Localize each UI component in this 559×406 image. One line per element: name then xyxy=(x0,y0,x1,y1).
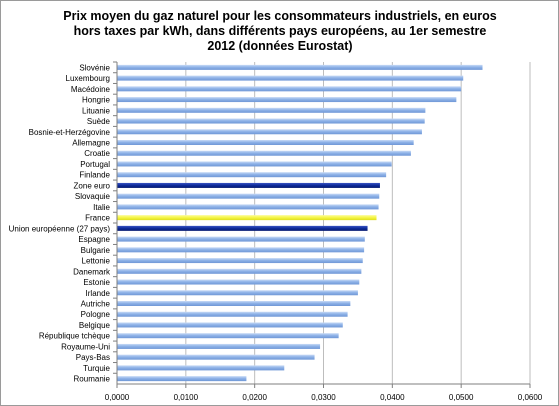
category-label: Bulgarie xyxy=(81,246,111,255)
grid-layer xyxy=(185,62,531,384)
category-label: Portugal xyxy=(80,160,110,169)
category-label: Hongrie xyxy=(82,96,111,105)
x-tick-label: 0,0000 xyxy=(105,393,130,402)
category-label: Turquie xyxy=(83,364,110,373)
bar-pays-bas xyxy=(117,354,315,360)
category-label: Allemagne xyxy=(72,139,110,148)
bar-irlande xyxy=(117,290,358,296)
category-label: Suède xyxy=(87,117,111,126)
category-label: République tchèque xyxy=(39,332,111,341)
bar-lituanie xyxy=(117,107,426,113)
category-label: Autriche xyxy=(81,300,111,309)
category-label: Bosnie-et-Herzégovine xyxy=(29,128,111,137)
category-label: Belgique xyxy=(79,321,111,330)
bar-italie xyxy=(117,204,379,210)
category-label: Roumanie xyxy=(74,375,111,384)
bar-croatie xyxy=(117,150,411,156)
bar-slov-nie xyxy=(117,64,483,70)
x-tick-label: 0,0300 xyxy=(311,393,336,402)
category-label: Union européenne (27 pays) xyxy=(9,224,111,233)
bar-su-de xyxy=(117,118,425,124)
bar-luxembourg xyxy=(117,75,464,81)
category-label: Espagne xyxy=(78,235,110,244)
bar-bosnie-et-herz-govine xyxy=(117,129,422,135)
category-label: Estonie xyxy=(83,278,110,287)
category-label: Pays-Bas xyxy=(76,353,110,362)
bar-france xyxy=(117,215,377,221)
category-label: Luxembourg xyxy=(66,74,110,83)
category-label: Pologne xyxy=(81,310,111,319)
category-label: Royaume-Uni xyxy=(61,342,110,351)
category-label: Irlande xyxy=(86,289,111,298)
x-tick-labels: 0,0000 0,0100 0,0200 0,0300 0,0400 0,0500 0,06… xyxy=(105,393,543,402)
category-label: Finlande xyxy=(79,171,110,180)
category-label: France xyxy=(85,214,110,223)
bar-finlande xyxy=(117,172,387,178)
x-tick-label: 0,0100 xyxy=(174,393,199,402)
category-label: Croatie xyxy=(84,149,110,158)
bar-royaume-uni xyxy=(117,343,321,349)
bar-r-publique-tch-que xyxy=(117,333,339,339)
bar-roumanie xyxy=(117,376,247,382)
category-label: Danemark xyxy=(73,267,111,276)
bar-hongrie xyxy=(117,97,457,103)
x-tick-label: 0,0600 xyxy=(518,393,543,402)
category-label: Slovaquie xyxy=(75,192,111,201)
bars-layer xyxy=(117,64,483,382)
bar-union-europ-enne-27-pays xyxy=(117,225,368,231)
bar-turquie xyxy=(117,365,285,371)
category-label: Macédoine xyxy=(71,85,111,94)
category-label: Zone euro xyxy=(74,181,111,190)
category-label: Lettonie xyxy=(82,257,111,266)
bar-belgique xyxy=(117,322,343,328)
chart-title: Prix moyen du gaz naturel pour les conso… xyxy=(63,9,497,53)
bar-pologne xyxy=(117,311,348,317)
bar-slovaquie xyxy=(117,193,380,199)
x-tick-label: 0,0400 xyxy=(380,393,405,402)
bar-portugal xyxy=(117,161,392,167)
bar-lettonie xyxy=(117,258,363,264)
bar-allemagne xyxy=(117,140,414,145)
bar-espagne xyxy=(117,236,365,242)
bar-autriche xyxy=(117,301,351,306)
category-label: Slovénie xyxy=(79,63,110,72)
bar-danemark xyxy=(117,268,362,274)
bar-bulgarie xyxy=(117,247,365,253)
category-label: Italie xyxy=(93,203,110,212)
category-label: Lituanie xyxy=(82,106,111,115)
bar-estonie xyxy=(117,279,360,285)
axis-layer xyxy=(113,61,531,388)
x-tick-label: 0,0500 xyxy=(449,393,474,402)
bar-zone-euro xyxy=(117,182,380,188)
category-labels: Slovénie Luxembourg Macédoine HongrieLituan… xyxy=(9,63,111,383)
x-tick-label: 0,0200 xyxy=(242,393,267,402)
bar-mac-doine xyxy=(117,86,462,92)
